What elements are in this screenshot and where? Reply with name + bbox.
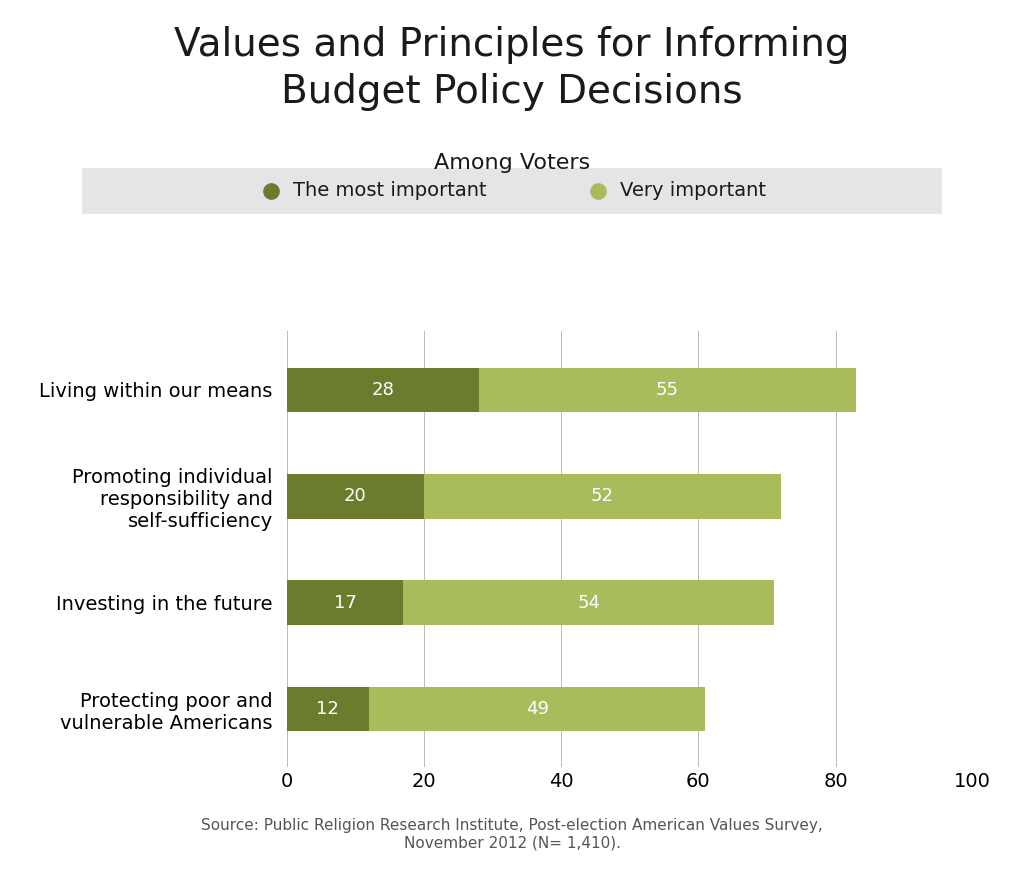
Bar (287, 580, 403, 625)
Text: 55: 55 (656, 381, 679, 399)
Text: Very important: Very important (620, 181, 766, 201)
Bar (287, 686, 706, 732)
Text: Among Voters: Among Voters (434, 153, 590, 173)
Text: Source: Public Religion Research Institute, Post-election American Values Survey: Source: Public Religion Research Institu… (201, 818, 823, 850)
Bar (287, 686, 369, 732)
Text: 54: 54 (578, 594, 600, 611)
Text: 20: 20 (344, 487, 367, 505)
Text: 49: 49 (525, 700, 549, 718)
Text: 17: 17 (334, 594, 356, 611)
Text: 52: 52 (591, 487, 613, 505)
Bar (287, 367, 856, 412)
Text: Values and Principles for Informing
Budget Policy Decisions: Values and Principles for Informing Budg… (174, 26, 850, 111)
Text: 12: 12 (316, 700, 339, 718)
Text: The most important: The most important (293, 181, 486, 201)
Bar (287, 473, 424, 519)
Bar (287, 580, 774, 625)
Bar (287, 473, 780, 519)
Text: 28: 28 (372, 381, 394, 399)
Bar (287, 367, 479, 412)
